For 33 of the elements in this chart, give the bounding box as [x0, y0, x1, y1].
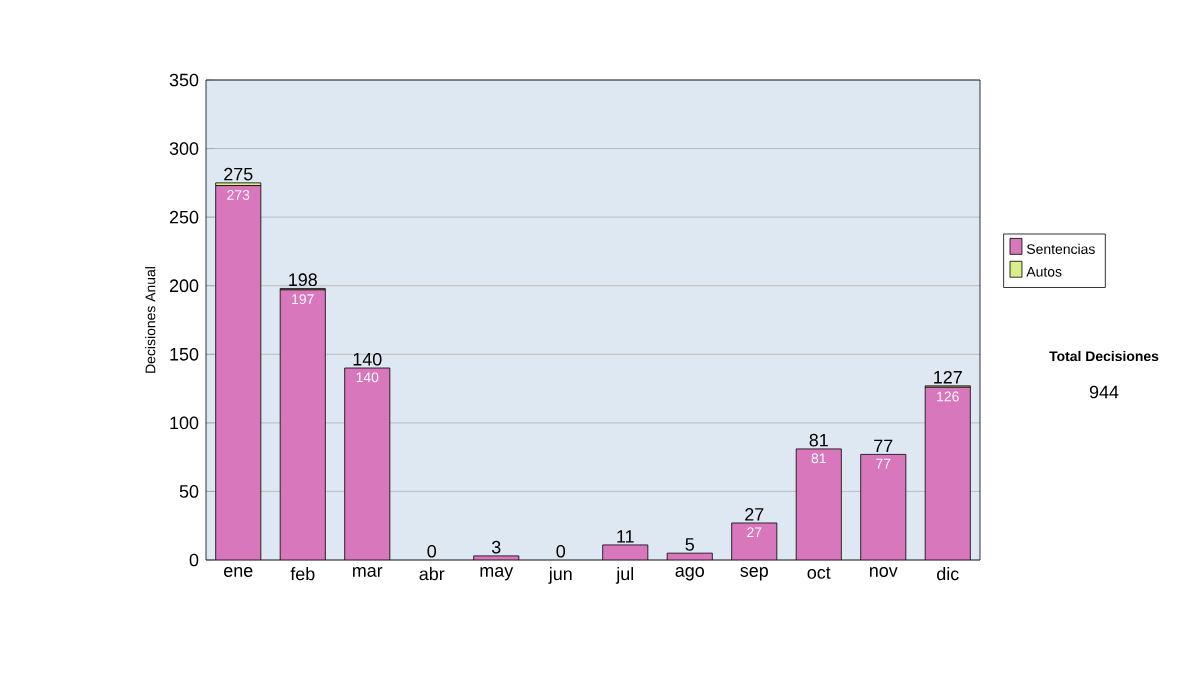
x-tick-label: abr — [419, 567, 445, 581]
y-tick-label: 150 — [170, 347, 199, 361]
total-label: 127 — [934, 370, 962, 384]
y-tick-label: 100 — [170, 416, 199, 430]
x-tick-label: jul — [615, 567, 634, 584]
total-label: 3 — [491, 540, 501, 554]
y-tick-label: 50 — [179, 485, 199, 498]
total-label: 140 — [353, 352, 382, 366]
total-label: 27 — [745, 508, 764, 521]
x-tick-label: nov — [869, 567, 898, 577]
total-label: 0 — [556, 544, 566, 558]
y-tick-label: 0 — [189, 553, 199, 567]
x-tick-label: may — [480, 567, 514, 581]
total-label: 0 — [427, 544, 437, 558]
total-label: 5 — [685, 538, 694, 551]
total-label: 198 — [289, 273, 317, 287]
x-tick-label: ene — [224, 567, 253, 577]
x-tick-label: oct — [807, 567, 831, 579]
total-label: 275 — [224, 167, 253, 181]
y-tick-label: 350 — [169, 73, 199, 87]
y-tick-label: 200 — [169, 279, 199, 293]
x-tick-label: feb — [290, 567, 315, 581]
x-tick-label: ago — [675, 567, 704, 581]
total-label: 77 — [874, 439, 893, 453]
total-label: 11 — [617, 530, 634, 543]
total-label: 81 — [809, 433, 828, 447]
y-tick-label: 250 — [169, 210, 199, 224]
x-tick-label: sep — [740, 567, 768, 581]
x-tick-label: dic — [937, 567, 959, 581]
text: 944 — [1089, 385, 1119, 399]
x-tick-label: jun — [548, 567, 572, 584]
y-tick-label: 300 — [169, 142, 199, 155]
x-tick-label: mar — [353, 567, 383, 577]
